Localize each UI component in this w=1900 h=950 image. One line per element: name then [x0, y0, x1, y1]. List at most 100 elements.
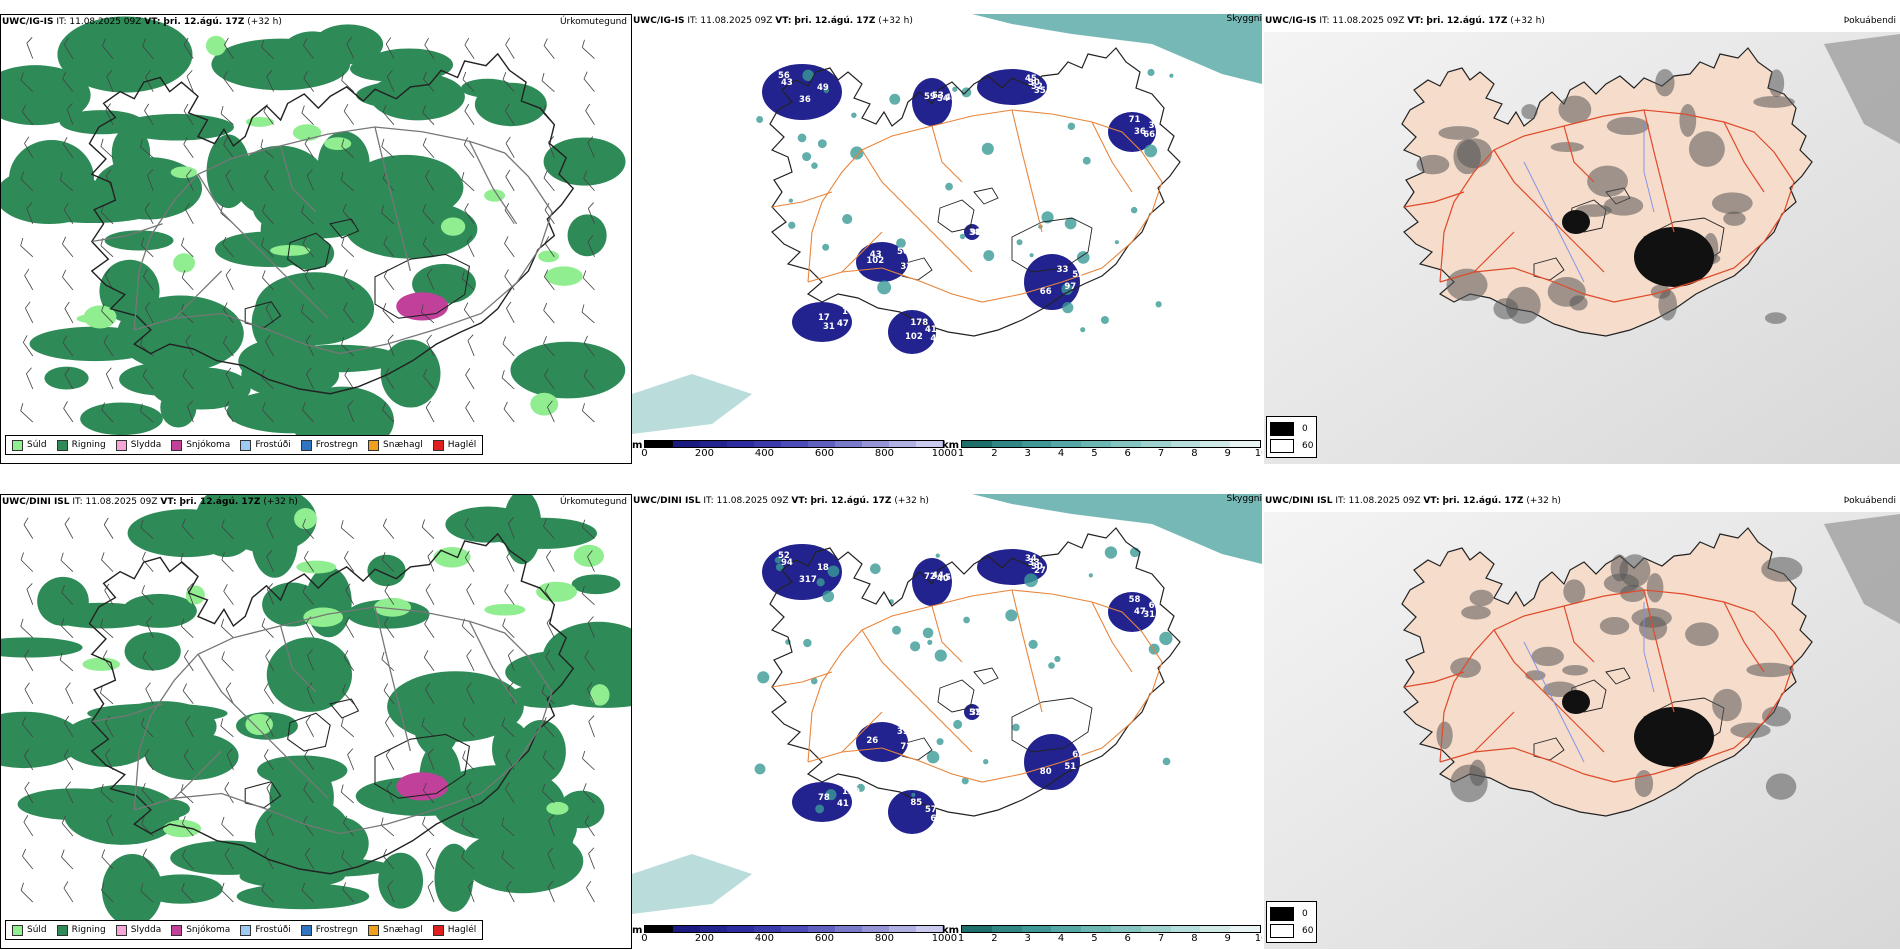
low-vis-cell: [1155, 301, 1162, 308]
wind-barb: [140, 403, 154, 423]
cloudbase-value: 78: [818, 793, 830, 803]
colorbar-cell: [780, 926, 808, 932]
low-vis-cell: [1076, 251, 1090, 264]
wind-barb: [466, 649, 475, 671]
cloudbase-value: 66: [1143, 130, 1155, 140]
cloudbase-value: 72: [900, 742, 912, 752]
drizzle-cell: [245, 713, 273, 736]
wind-barb: [140, 237, 154, 258]
drizzle-cell: [170, 166, 198, 179]
wind-barb: [65, 682, 74, 704]
wind-barb: [265, 649, 274, 671]
wind-barb: [501, 717, 515, 738]
colorbar-tick: 7: [1157, 448, 1165, 459]
wind-barb: [303, 782, 314, 804]
road-line: [173, 270, 223, 319]
wind-barb: [180, 618, 194, 639]
wind-barb: [183, 748, 194, 771]
legend-label: Haglél: [447, 925, 477, 935]
wind-barb: [424, 616, 435, 638]
wind-barb: [505, 169, 515, 191]
product-label: Skyggni: [1226, 14, 1262, 24]
product-name: Skyggni: [1226, 494, 1262, 504]
wind-barb: [184, 202, 194, 224]
wind-barb: [24, 748, 34, 771]
fog-cell: [1768, 69, 1785, 98]
wind-barb: [101, 882, 114, 903]
wind-barb: [345, 583, 355, 605]
road-line: [1473, 231, 1515, 273]
glacier-outline: [287, 232, 331, 272]
wind-barb: [142, 368, 154, 390]
wind-barb: [102, 38, 114, 59]
cloudbase-value: 52: [1031, 82, 1043, 92]
wind-barb: [583, 368, 595, 390]
wind-barb: [301, 882, 314, 903]
road-line: [91, 703, 163, 723]
low-vis-cell: [1024, 573, 1038, 588]
colorbar-cell: [835, 441, 863, 447]
legend-label: Frostregn: [315, 925, 359, 935]
wind-barb: [421, 717, 435, 738]
legend-item: Frostregn: [300, 924, 359, 936]
wind-barb: [221, 651, 234, 672]
wind-barb: [266, 517, 274, 539]
wind-barb: [581, 585, 595, 605]
fog-area: [632, 854, 752, 914]
road-line: [1473, 711, 1515, 753]
legend-swatch: [300, 924, 312, 936]
legend-swatch: [432, 439, 444, 451]
wind-barb: [547, 847, 555, 870]
wind-barb: [183, 103, 194, 125]
vt-label: VT:: [1423, 496, 1440, 506]
wind-barb: [65, 781, 74, 804]
cloudbase-value: 178: [910, 318, 928, 328]
drizzle-cell: [484, 603, 526, 616]
rain-cell: [257, 755, 348, 786]
wind-barb: [223, 335, 234, 357]
legend-label: Snæhagl: [383, 925, 423, 935]
low-vis-cell: [1067, 122, 1076, 131]
wind-barb: [462, 71, 475, 92]
road-line: [1493, 149, 1605, 273]
wind-barb: [340, 718, 355, 738]
cloudbase-value: 66: [1040, 287, 1052, 297]
rain-cell: [9, 140, 95, 218]
fog-cell: [1634, 770, 1654, 798]
wind-barb: [385, 37, 395, 59]
road-line: [931, 125, 963, 183]
road-line: [279, 145, 317, 213]
low-vis-cell: [926, 750, 940, 764]
road-line: [931, 605, 963, 663]
cloudbase-value: 102: [905, 332, 923, 342]
fog-legend-swatch: [1270, 906, 1294, 921]
wind-barb: [382, 402, 395, 423]
colorbar-cell: [1021, 441, 1052, 447]
rain-cell: [211, 38, 351, 91]
fog-cell: [1655, 69, 1675, 97]
cloudbase-value: 47: [1134, 607, 1146, 617]
legend-item: Súld: [12, 439, 47, 451]
road-line: [1011, 109, 1043, 233]
product-label: Úrkomutegund: [560, 17, 627, 27]
wind-barb: [342, 684, 355, 705]
low-vis-cell: [1100, 315, 1109, 325]
wind-barb: [425, 583, 435, 605]
fog-legend-row: 60: [1270, 922, 1313, 939]
precip-type-panel: UWC/IG-IS IT: 11.08.2025 09Z VT: þri. 12…: [0, 14, 632, 464]
fog-cell: [1765, 773, 1797, 800]
wind-barb: [547, 880, 555, 903]
wind-barb: [223, 71, 234, 92]
wind-barb: [63, 202, 74, 225]
low-vis-cell: [961, 777, 969, 785]
cloudbase-value: 18: [817, 563, 829, 573]
wind-barb: [266, 781, 274, 804]
low-vis-cell: [1088, 573, 1093, 578]
wind-barb: [180, 784, 194, 804]
colorbar-cell: [699, 441, 727, 447]
low-vis-cell: [935, 553, 940, 558]
road-line: [771, 671, 833, 688]
wind-barb: [144, 103, 154, 125]
low-vis-cell: [797, 133, 807, 143]
rain-cell: [306, 816, 369, 871]
